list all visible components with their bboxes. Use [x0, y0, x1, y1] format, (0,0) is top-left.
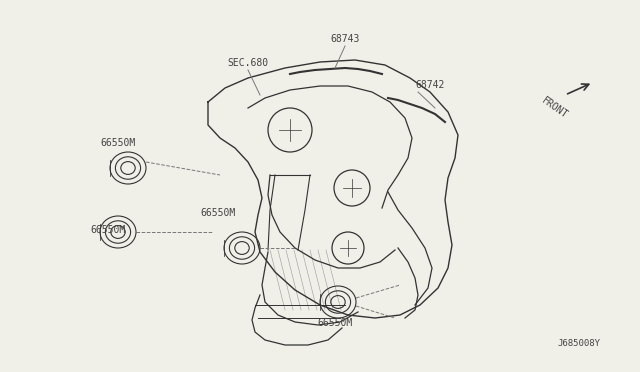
Text: 66550M: 66550M: [317, 318, 353, 328]
Text: 68743: 68743: [330, 34, 360, 44]
Text: SEC.680: SEC.680: [227, 58, 269, 68]
Text: J685008Y: J685008Y: [557, 339, 600, 348]
Text: FRONT: FRONT: [540, 96, 570, 121]
Text: 66550M: 66550M: [200, 208, 236, 218]
Text: 66550M: 66550M: [100, 138, 136, 148]
Text: 68742: 68742: [415, 80, 444, 90]
Text: 66550M: 66550M: [90, 225, 125, 235]
